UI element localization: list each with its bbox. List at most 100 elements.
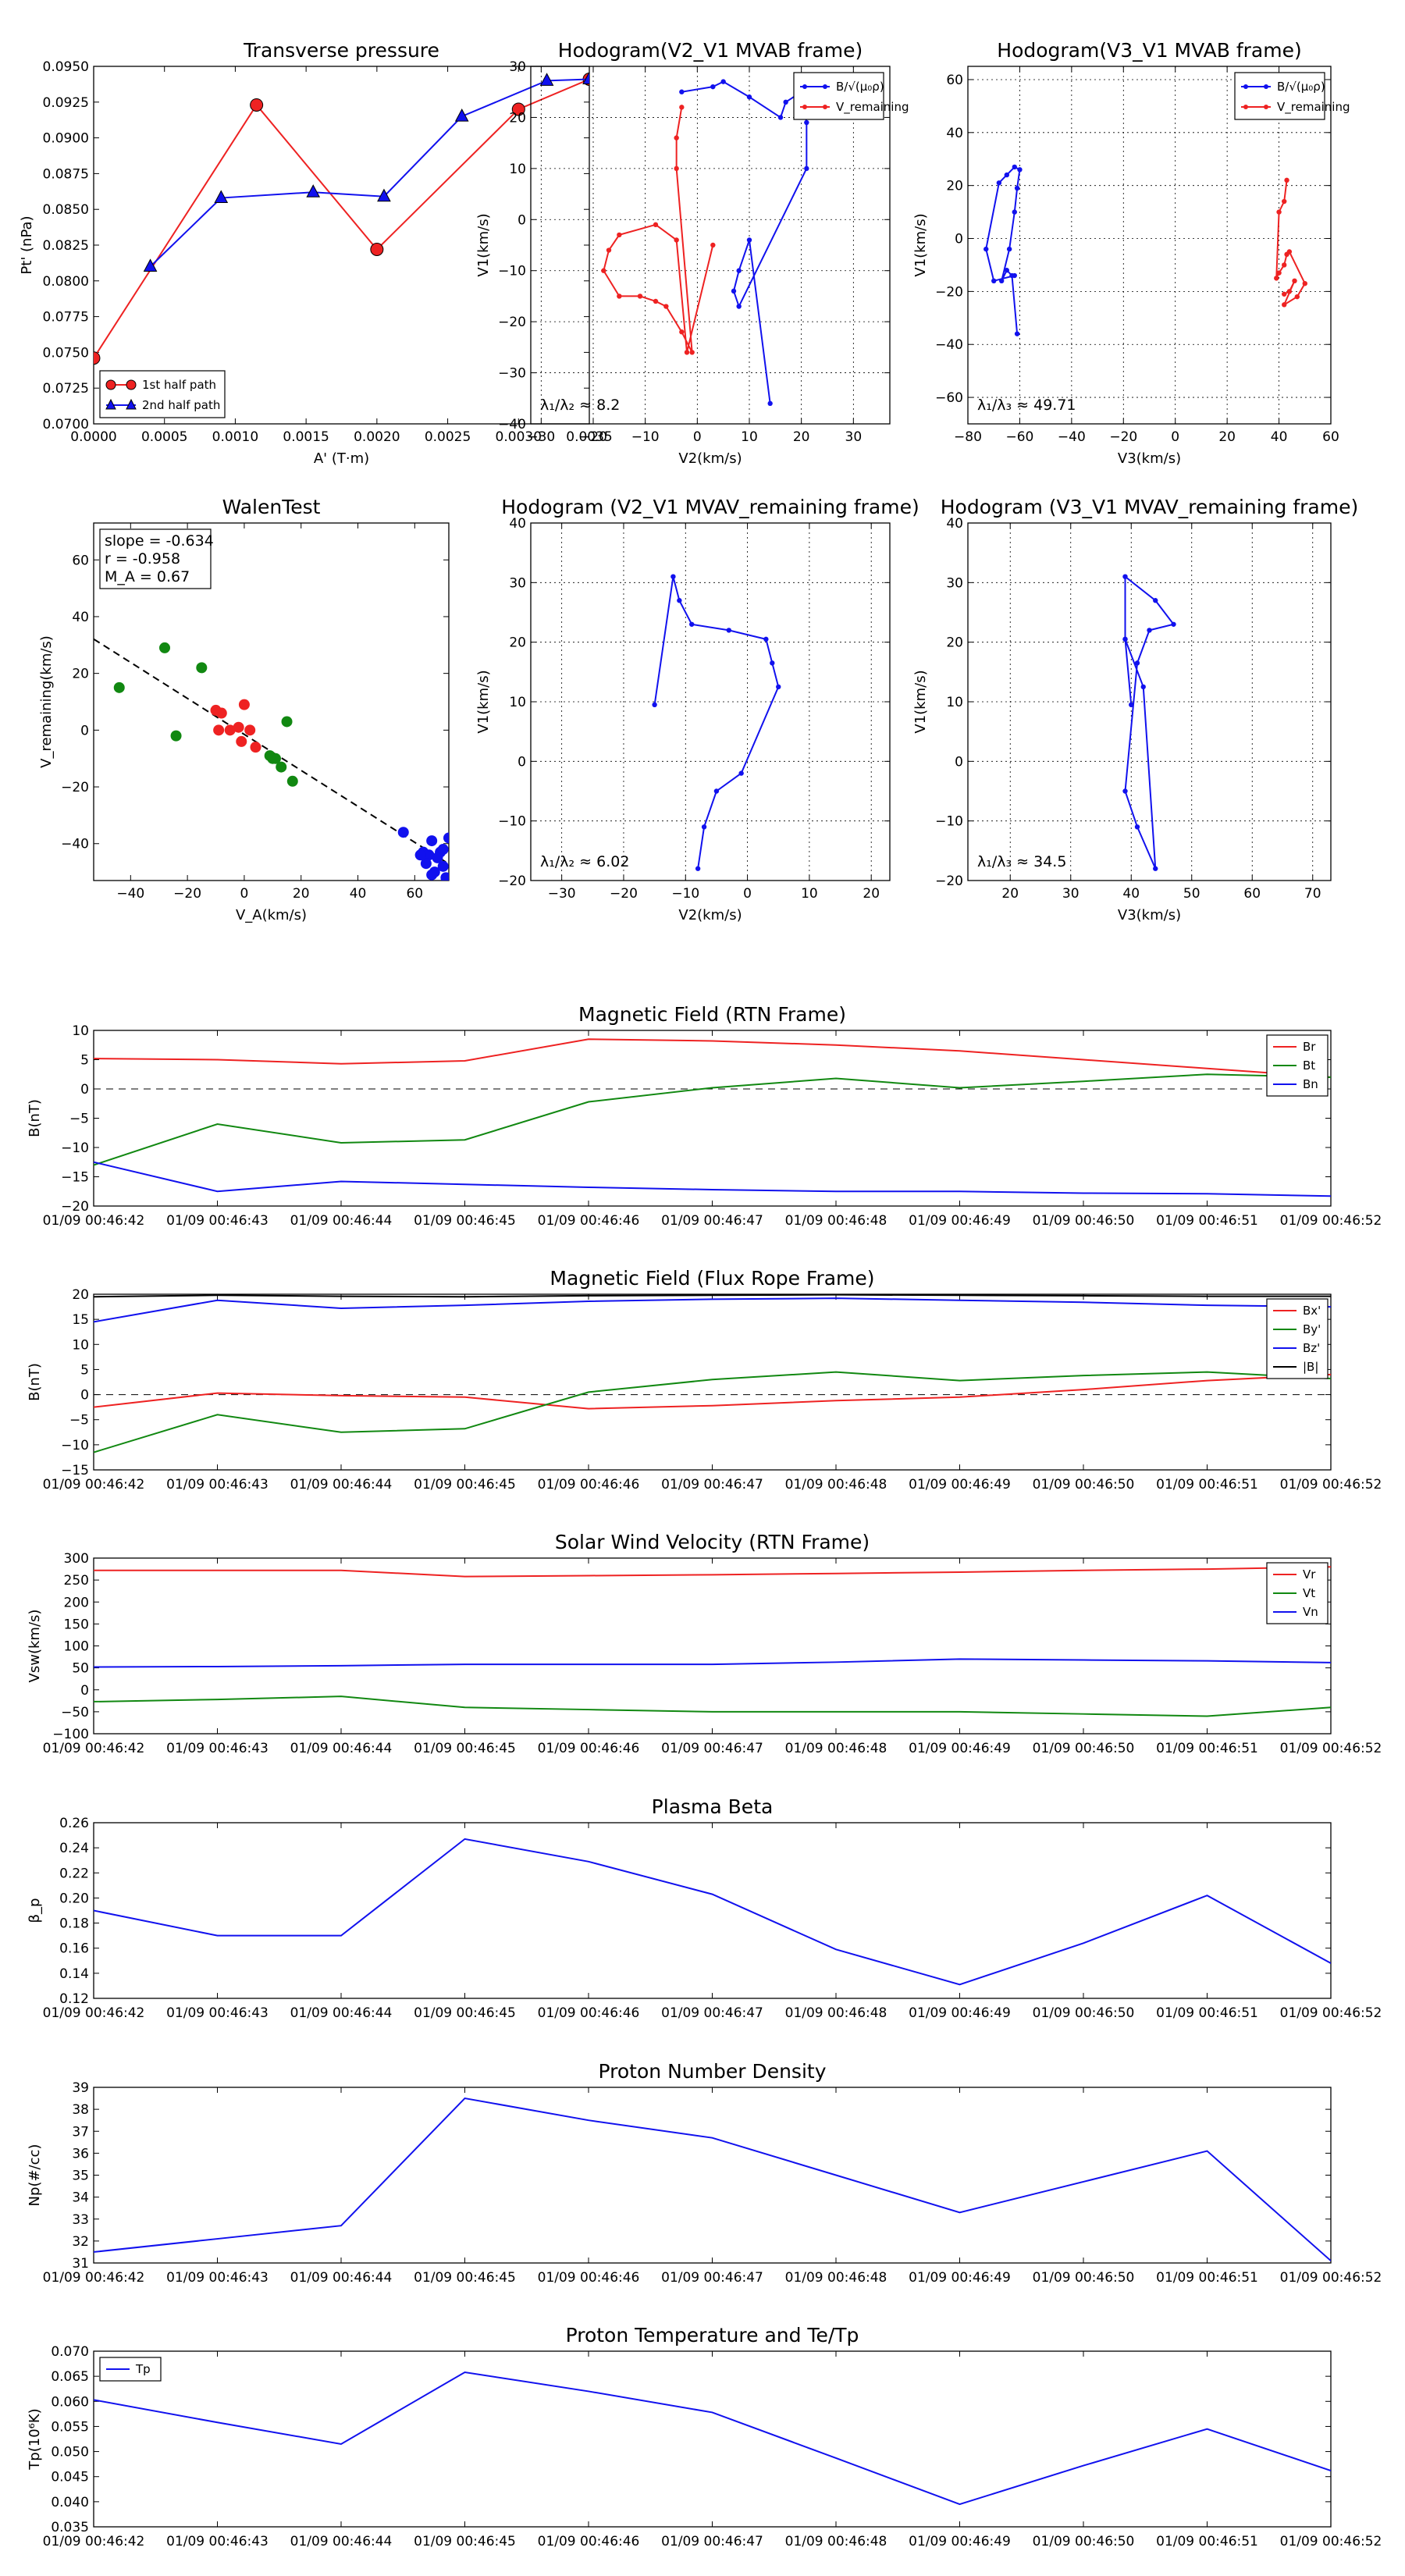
x-tick-label: 01/09 00:46:45 [414,1477,516,1493]
x-tick-label: 70 [1304,886,1321,902]
x-tick-label: 01/09 00:46:50 [1033,2534,1135,2549]
x-tick-label: −20 [610,886,638,902]
y-tick-label: 5 [80,1362,89,1378]
x-tick-label: 20 [293,886,310,902]
x-tick-label: 01/09 00:46:45 [414,2005,516,2021]
y-tick-label: 40 [946,516,963,532]
chart-title: Plasma Beta [652,1795,774,1818]
y-tick-label: 0 [80,1082,89,1098]
y-tick-label: −15 [61,1463,89,1478]
data-point [617,294,622,299]
series-line-vn [94,1658,1331,1668]
y-tick-label: 0 [955,754,963,770]
y-tick-label: −30 [498,366,526,382]
y-axis-label: Vsw(km/s) [27,1610,43,1683]
x-tick-label: 0.0005 [141,429,187,445]
data-point [770,660,775,666]
data-point [1274,276,1279,281]
y-tick-label: 0.26 [59,1816,89,1831]
x-tick-label: 01/09 00:46:51 [1156,2270,1258,2286]
data-point [674,135,679,141]
data-point [1122,574,1128,579]
data-point [244,724,256,736]
x-tick-label: 01/09 00:46:49 [909,2534,1011,2549]
y-tick-label: 20 [509,635,526,651]
x-tick-label: 60 [406,886,423,902]
y-tick-label: 0.22 [59,1866,89,1881]
x-tick-label: 01/09 00:46:52 [1280,1477,1382,1493]
data-point [276,761,287,773]
data-point [215,707,227,719]
y-tick-label: 0.16 [59,1941,89,1957]
data-point [736,304,742,309]
x-tick-label: 01/09 00:46:45 [414,2270,516,2286]
x-tick-label: 01/09 00:46:52 [1280,1213,1382,1229]
y-tick-label: 0.060 [51,2394,89,2410]
legend-label: Br [1303,1040,1316,1054]
y-tick-label: −20 [61,1199,89,1215]
data-point [1012,209,1017,215]
legend-box [1266,1298,1329,1379]
legend-marker [802,105,807,109]
chart-title: Magnetic Field (Flux Rope Frame) [550,1267,874,1290]
y-tick-label: 0.24 [59,1841,89,1856]
x-tick-label: 01/09 00:46:46 [538,2005,640,2021]
data-point [1140,684,1146,690]
data-point [1292,278,1297,283]
data-point [674,237,679,243]
y-tick-label: 300 [64,1551,89,1567]
x-tick-label: 20 [863,886,880,902]
data-point [1014,331,1020,336]
chart-tp2: Proton Temperature and Te/Tp 01/09 00:46:… [27,2324,1382,2549]
y-tick-label: 150 [64,1617,89,1632]
data-point [1153,866,1158,871]
y-tick-label: 200 [64,1595,89,1610]
data-point [264,750,276,762]
y-tick-label: 10 [509,162,526,177]
legend-marker [1264,84,1268,89]
data-point [1017,167,1023,173]
chart-mag_fr: Magnetic Field (Flux Rope Frame) 01/09 00… [27,1267,1382,1493]
legend-marker [1243,84,1248,89]
x-tick-label: 01/09 00:46:44 [290,1477,393,1493]
y-tick-label: −5 [69,1413,89,1429]
data-point [1286,249,1293,254]
y-tick-label: 0.0925 [43,95,89,111]
x-tick-label: 01/09 00:46:49 [909,2005,1011,2021]
y-tick-label: 0 [80,1683,89,1699]
x-tick-label: 01/09 00:46:47 [661,2270,763,2286]
data-point [582,71,589,84]
data-point [1134,824,1140,830]
data-point [397,827,409,838]
plot-frame [93,522,450,881]
data-point [710,84,716,90]
x-tick-label: −40 [1058,429,1086,445]
x-tick-label: 40 [1271,429,1288,445]
data-point [306,184,321,197]
data-point [224,724,236,736]
x-tick-label: 0 [743,886,752,902]
x-tick-label: 01/09 00:46:49 [909,1741,1011,1756]
x-tick-label: 0 [1171,429,1179,445]
data-point [426,835,438,847]
y-tick-label: 32 [72,2234,89,2250]
data-point [679,89,685,94]
data-point [670,574,676,579]
plot-frame [93,2350,1332,2528]
data-point [1282,302,1287,308]
y-tick-label: 15 [72,1312,89,1328]
data-point [1282,291,1287,297]
plot-area [94,1566,1331,1717]
eigenvalue-ratio: λ₁/λ₂ ≈ 8.2 [540,397,620,414]
y-tick-label: −20 [935,284,963,300]
data-point [170,730,182,742]
x-axis-label: V2(km/s) [678,907,742,923]
y-tick-label: −40 [935,337,963,353]
y-tick-label: 0.18 [59,1916,89,1932]
series-line-tp [94,2371,1331,2506]
x-tick-label: 01/09 00:46:47 [661,2005,763,2021]
data-point [437,860,449,872]
plot-area [94,1038,1331,1197]
data-point [726,628,731,633]
data-point [731,288,737,294]
